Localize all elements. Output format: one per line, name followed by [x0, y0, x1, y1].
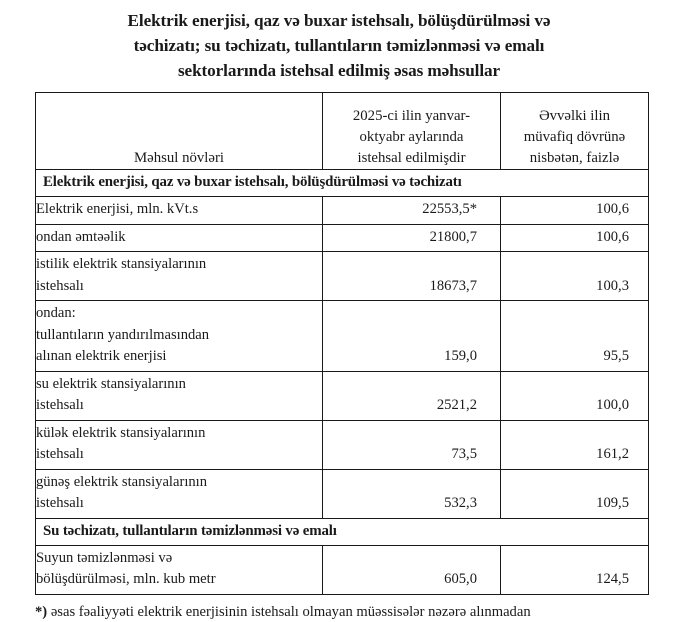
row-percent-value: 161,2 [500, 419, 649, 470]
row-percent-value: 124,5 [500, 544, 649, 595]
row-production-value: 18673,7 [322, 251, 501, 301]
statistics-table-container: Məhsul növləri 2025-ci ilin yanvar- okty… [0, 92, 678, 595]
row-label-line: Suyun təmizlənməsi və [36, 549, 173, 566]
row-label-line: tullantıların yandırılmasından [36, 326, 210, 343]
column-header-production-line: oktyabr aylarında [359, 129, 464, 145]
footnote-text: əsas fəaliyyəti elektrik enerjisinin ist… [50, 603, 531, 620]
row-label-line: istehsalı [36, 277, 84, 294]
page-title-line: təchizatı; su təchizatı, tullantıların t… [133, 36, 545, 55]
column-header-percent-line: müvafiq dövrünə [523, 129, 626, 145]
table-row: su elektrik stansiyalarının istehsalı 2521… [35, 370, 649, 421]
row-label-line: istehsalı [36, 397, 84, 413]
column-header-percent: Əvvəlki ilin müvafiq dövrünə nisbətən, f… [500, 92, 649, 170]
page-title-line: sektorlarında istehsal edilmiş əsas məhs… [177, 61, 501, 80]
column-header-percent-line: nisbətən, faizlə [529, 150, 620, 166]
table-header-row: Məhsul növləri 2025-ci ilin yanvar- okty… [35, 92, 649, 170]
column-header-production-line: 2025-ci ilin yanvar- [352, 108, 471, 124]
row-percent-value: 109,5 [500, 468, 649, 519]
table-row: ondan: tullantıların yandırılmasından alın… [35, 300, 649, 372]
section-label: Elektrik enerjisi, qaz və buxar istehsal… [35, 169, 649, 197]
row-percent-value: 100,6 [500, 223, 649, 252]
row-percent-value: 100,0 [500, 370, 649, 421]
row-label: ondan əmtəəlik [35, 223, 323, 252]
row-production-value: 2521,2 [322, 370, 501, 421]
table-row: Suyun təmizlənməsi və bölüşdürülməsi, mln… [35, 544, 649, 595]
column-header-production: 2025-ci ilin yanvar- oktyabr aylarında i… [322, 92, 501, 170]
row-label: istilik elektrik stansiyalarının istehsal… [35, 251, 323, 301]
row-label-line: külək elektrik stansiyalarının [36, 424, 206, 441]
table-section-row: Su təchizatı, tullantıların təmizlənməsi… [35, 517, 649, 546]
table-body: Elektrik enerjisi, qaz və buxar istehsal… [35, 169, 649, 595]
page-title: Elektrik enerjisi, qaz və buxar istehsal… [0, 0, 678, 83]
column-header-product: Məhsul növləri [35, 92, 323, 170]
row-label: günəş elektrik stansiyalarının istehsalı [35, 468, 323, 519]
table-row: ondan əmtəəlik 21800,7 100,6 [35, 223, 649, 252]
footnote: *) əsas fəaliyyəti elektrik enerjisinin … [0, 595, 678, 622]
row-label: külək elektrik stansiyalarının istehsalı [35, 419, 323, 470]
row-label-line: alınan elektrik enerjisi [36, 348, 167, 364]
row-production-value: 21800,7 [322, 223, 501, 252]
footnote-marker: *) [35, 603, 48, 620]
row-label-line: ondan əmtəəlik [36, 228, 126, 245]
row-label-line: günəş elektrik stansiyalarının [36, 473, 208, 490]
row-production-value: 532,3 [322, 468, 501, 519]
row-percent-value: 100,6 [500, 196, 649, 225]
table-row: Elektrik enerjisi, mln. kVt.s 22553,5* 100… [35, 196, 649, 225]
row-label-line: ondan: [36, 305, 76, 321]
column-header-product-label: Məhsul növləri [133, 150, 224, 166]
column-header-percent-line: Əvvəlki ilin [538, 108, 611, 124]
row-label-line: bölüşdürülməsi, mln. kub metr [36, 571, 216, 587]
row-production-value: 605,0 [322, 544, 501, 595]
row-label: Elektrik enerjisi, mln. kVt.s [35, 196, 323, 225]
row-production-value: 22553,5* [322, 196, 501, 225]
column-header-production-line: istehsal edilmişdir [357, 150, 466, 166]
row-label: ondan: tullantıların yandırılmasından alın… [35, 300, 323, 372]
table-row: günəş elektrik stansiyalarının istehsalı 5… [35, 468, 649, 519]
row-label-line: Elektrik enerjisi, mln. kVt.s [36, 201, 199, 217]
row-percent-value: 100,3 [500, 251, 649, 301]
table-section-row: Elektrik enerjisi, qaz və buxar istehsal… [35, 169, 649, 197]
row-label-line: istilik elektrik stansiyalarının [36, 256, 207, 272]
table-row: külək elektrik stansiyalarının istehsalı 7… [35, 419, 649, 470]
table-header: Məhsul növləri 2025-ci ilin yanvar- okty… [35, 92, 649, 170]
row-percent-value: 95,5 [500, 300, 649, 372]
statistics-table: Məhsul növləri 2025-ci ilin yanvar- okty… [35, 92, 649, 595]
row-label-line: istehsalı [36, 446, 84, 462]
table-row: istilik elektrik stansiyalarının istehsal… [35, 251, 649, 301]
row-label: su elektrik stansiyalarının istehsalı [35, 370, 323, 421]
row-production-value: 73,5 [322, 419, 501, 470]
row-label: Suyun təmizlənməsi və bölüşdürülməsi, mln… [35, 544, 323, 595]
row-production-value: 159,0 [322, 300, 501, 372]
row-label-line: su elektrik stansiyalarının [36, 375, 186, 392]
section-label: Su təchizatı, tullantıların təmizlənməsi… [35, 517, 649, 546]
page-title-line: Elektrik enerjisi, qaz və buxar istehsal… [127, 11, 551, 30]
row-label-line: istehsalı [36, 495, 84, 511]
